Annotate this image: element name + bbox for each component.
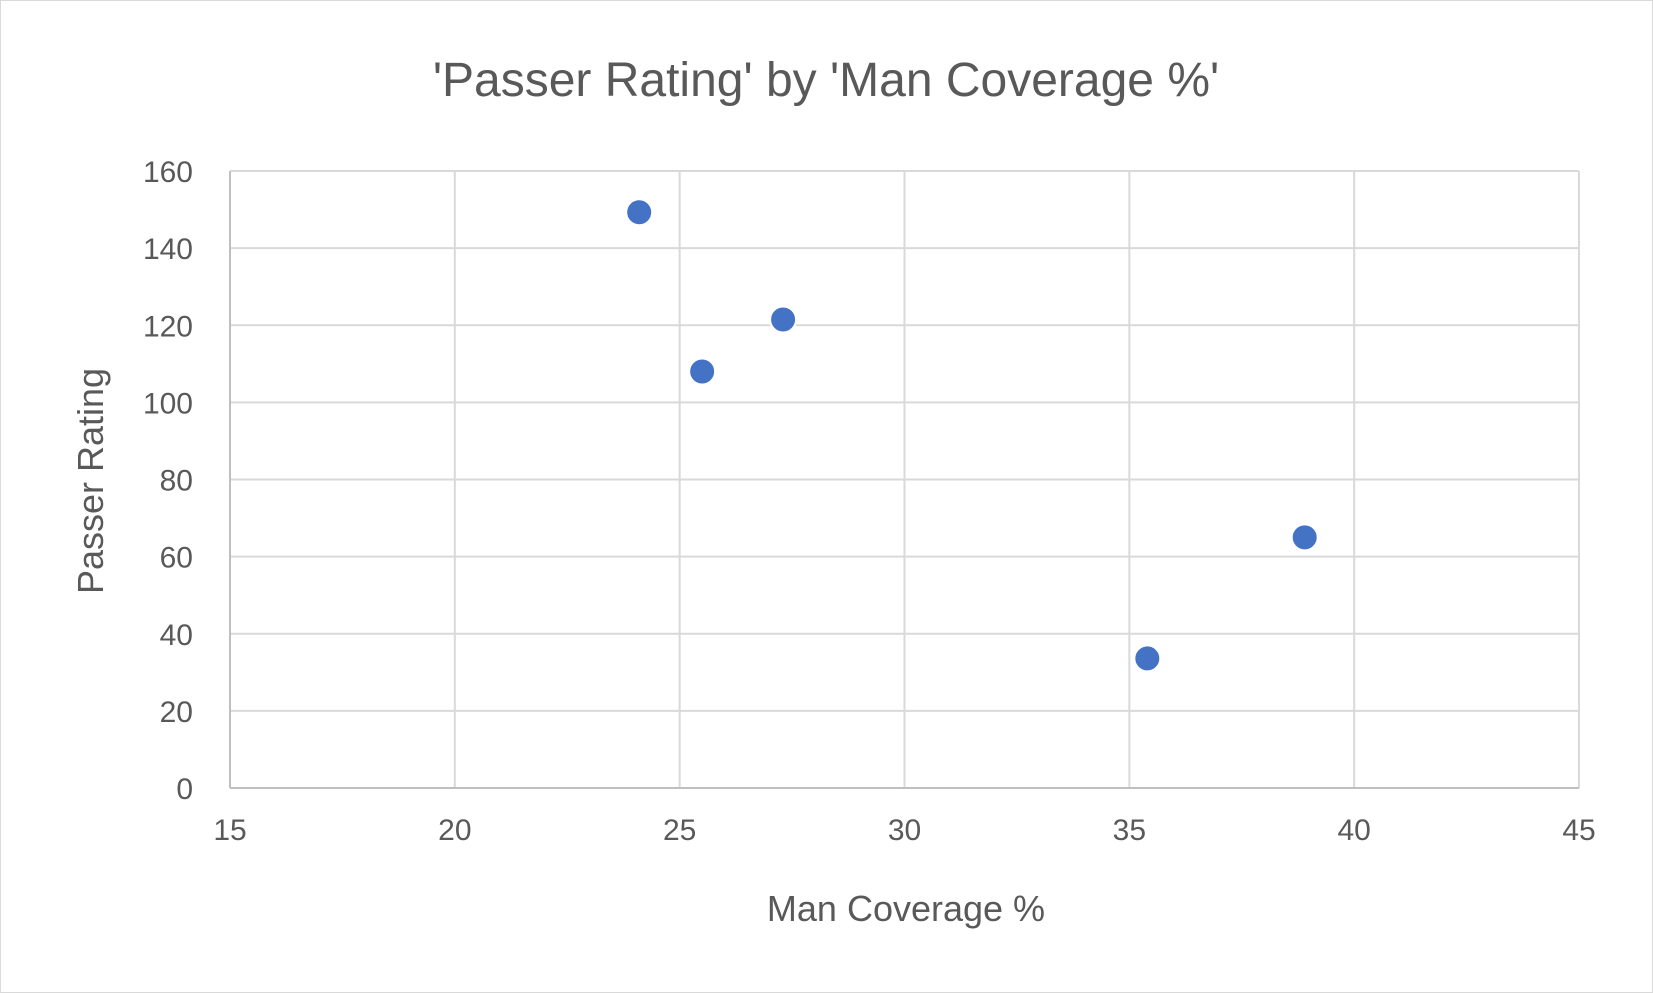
x-tick-label: 45: [1562, 814, 1595, 847]
data-point[interactable]: [1290, 523, 1319, 552]
data-point[interactable]: [769, 305, 798, 334]
axes: [229, 171, 1579, 789]
tick-labels: 0 20 40 60 80 100 120 140 160 15 20 25 30 35 40 45: [143, 156, 1596, 847]
y-tick-label: 120: [143, 310, 193, 343]
data-points: [625, 198, 1319, 673]
y-tick-label: 100: [143, 387, 193, 420]
y-tick-label: 60: [160, 542, 193, 575]
y-tick-label: 80: [160, 465, 193, 498]
x-tick-label: 15: [213, 814, 246, 847]
x-tick-label: 35: [1113, 814, 1146, 847]
y-tick-label: 40: [160, 619, 193, 652]
y-axis-title: Passer Rating: [70, 368, 111, 594]
y-tick-label: 0: [176, 773, 193, 806]
data-point[interactable]: [625, 198, 654, 227]
x-tick-label: 30: [888, 814, 921, 847]
x-tick-label: 20: [438, 814, 471, 847]
chart-title: 'Passer Rating' by 'Man Coverage %': [433, 54, 1219, 107]
data-point[interactable]: [1133, 644, 1162, 673]
gridlines: [230, 170, 1580, 788]
x-tick-label: 25: [663, 814, 696, 847]
y-tick-label: 140: [143, 233, 193, 266]
y-tick-label: 160: [143, 156, 193, 189]
x-tick-label: 40: [1337, 814, 1370, 847]
x-axis-title: Man Coverage %: [767, 888, 1045, 929]
data-point[interactable]: [688, 357, 717, 386]
y-tick-label: 20: [160, 696, 193, 729]
